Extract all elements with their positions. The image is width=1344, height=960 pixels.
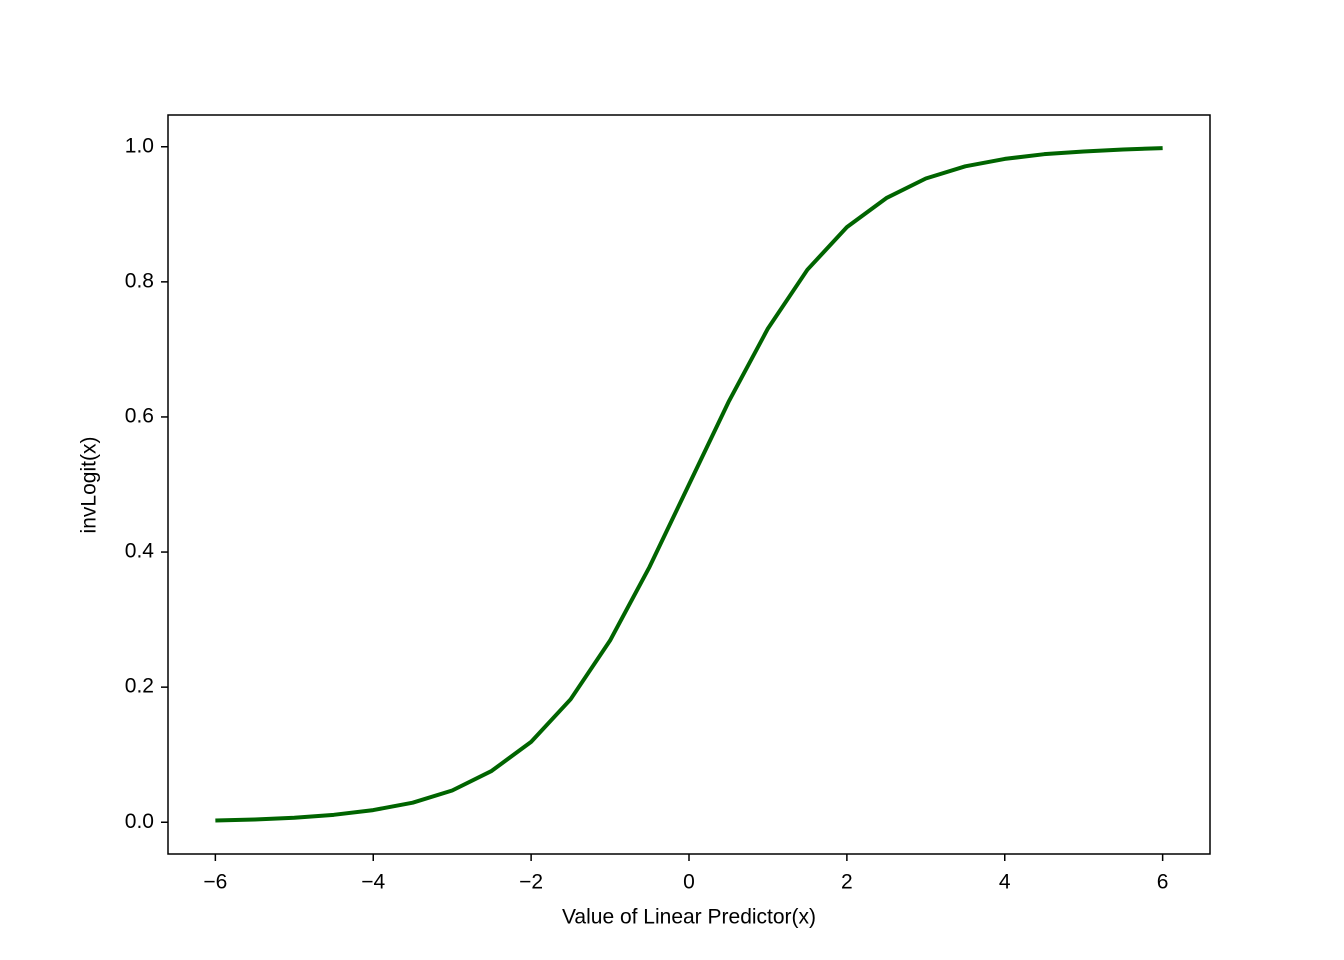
y-tick-label: 0.2 bbox=[125, 675, 154, 698]
y-tick-label: 0.8 bbox=[125, 269, 154, 292]
x-tick-label: −2 bbox=[519, 871, 543, 894]
y-tick-label: 0.4 bbox=[125, 540, 155, 563]
x-tick-label: 4 bbox=[999, 871, 1011, 894]
plot-frame bbox=[167, 114, 1211, 855]
line bbox=[215, 146, 1163, 823]
x-tick-label: −4 bbox=[361, 871, 385, 894]
x-axis-label: Value of Linear Predictor(x) bbox=[562, 906, 816, 929]
y-axis-label: invLogit(x) bbox=[78, 437, 101, 534]
y-tick-label: 0.0 bbox=[125, 810, 154, 833]
x-tick-label: −6 bbox=[203, 871, 227, 894]
x-tick-label: 0 bbox=[683, 871, 695, 894]
y-tick-label: 1.0 bbox=[125, 134, 154, 157]
x-tick-label: 2 bbox=[841, 871, 853, 894]
x-tick-label: 6 bbox=[1157, 871, 1169, 894]
y-tick-label: 0.6 bbox=[125, 404, 154, 427]
